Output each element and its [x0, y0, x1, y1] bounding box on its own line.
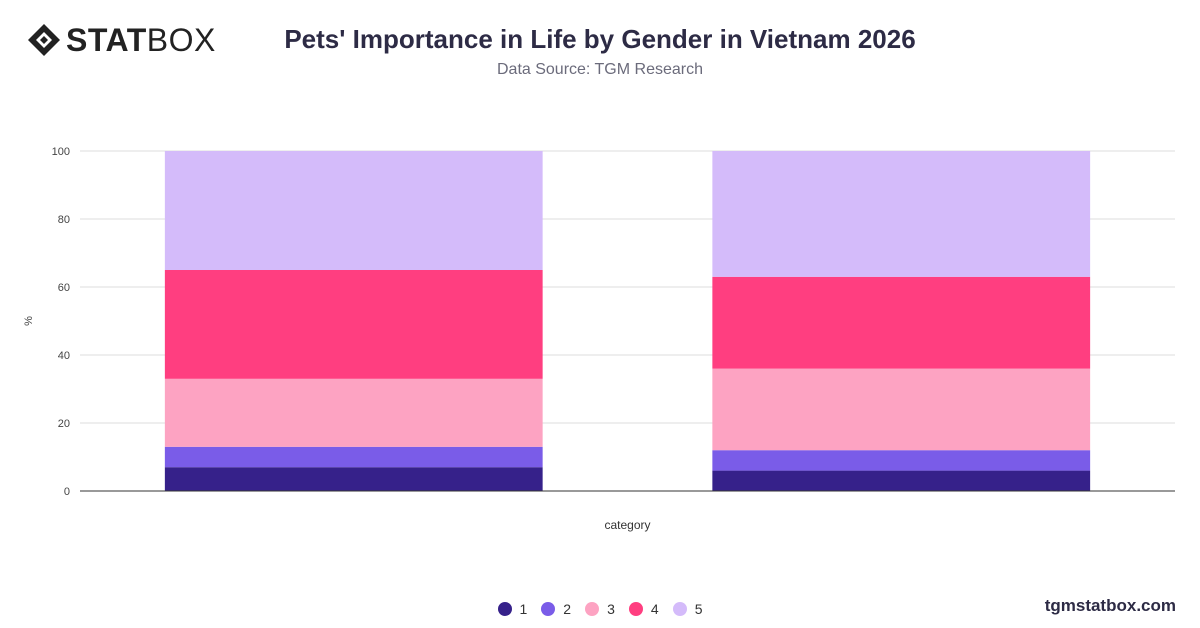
y-tick-label: 0 [64, 486, 70, 498]
legend-swatch [672, 602, 687, 616]
y-tick-label: 60 [58, 282, 70, 294]
legend-label: 2 [563, 601, 572, 617]
bar-segment [712, 151, 1091, 277]
bar-segment [712, 470, 1091, 491]
bar-segment [164, 270, 543, 379]
footer-brand: tgmstatbox.com [1044, 596, 1176, 615]
chart-subtitle: Data Source: TGM Research [496, 61, 703, 78]
y-axis-label: % [23, 316, 35, 326]
logo-text-bold: STAT [66, 22, 147, 58]
legend-swatch [585, 602, 600, 616]
y-tick-label: 20 [58, 418, 70, 430]
legend-item[interactable]: 3 [585, 601, 615, 617]
legend-swatch [628, 602, 643, 616]
chart-title: Pets' Importance in Life by Gender in Vi… [284, 24, 916, 54]
logo-text-light: BOX [146, 22, 216, 58]
legend-item[interactable]: 5 [672, 601, 703, 617]
bar-segment [164, 151, 543, 270]
legend-item[interactable]: 2 [541, 601, 571, 617]
diamond-logo-icon [28, 24, 60, 56]
y-tick-label: 80 [58, 214, 70, 226]
legend-item[interactable]: 4 [628, 601, 659, 617]
bar-segment [712, 450, 1091, 471]
statbox-logo: STATBOX [26, 22, 216, 58]
legend-item[interactable]: 1 [497, 601, 528, 617]
bar-segment [164, 446, 543, 468]
y-tick-label: 40 [58, 350, 70, 362]
bar-segment [164, 378, 543, 447]
chart-legend: 1 2 3 4 5 [0, 601, 1200, 617]
y-tick-label: 100 [52, 146, 70, 158]
legend-label: 4 [650, 601, 659, 617]
bar-segment [712, 276, 1091, 369]
legend-label: 1 [519, 601, 528, 617]
x-axis-label: category [604, 518, 650, 532]
legend-label: 3 [607, 601, 615, 617]
legend-swatch [541, 602, 556, 616]
bar-segment [164, 467, 543, 491]
bar-segment [712, 368, 1091, 451]
legend-swatch [497, 602, 512, 616]
legend-label: 5 [694, 601, 703, 617]
